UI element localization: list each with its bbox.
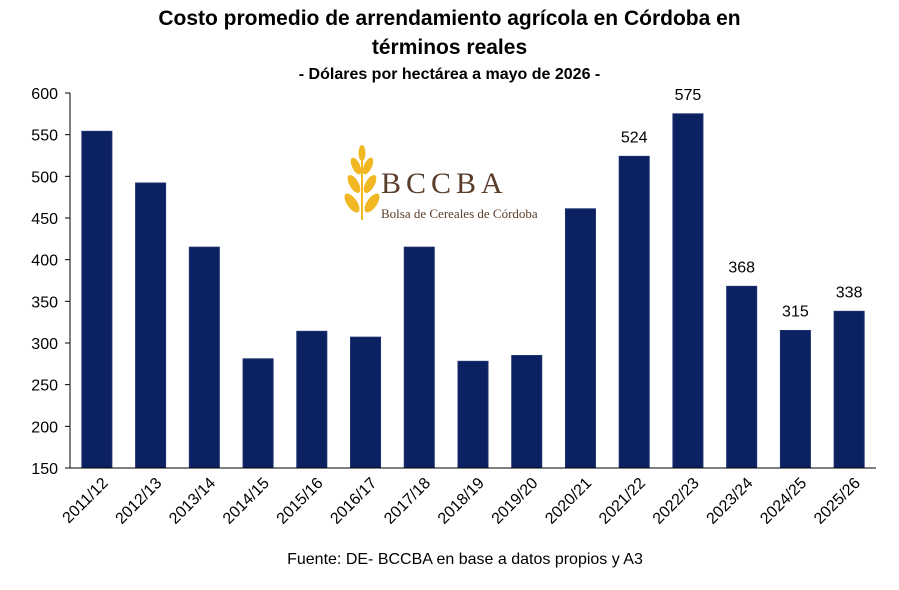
bar (618, 155, 650, 469)
bar (833, 310, 865, 469)
bar (457, 360, 489, 469)
x-tick-label: 2021/22 (596, 475, 649, 528)
x-tick-label: 2024/25 (757, 475, 810, 528)
y-tick-label: 400 (31, 253, 58, 270)
y-tick-label: 350 (31, 294, 58, 311)
bar (403, 246, 435, 469)
logo-subtitle: Bolsa de Cereales de Córdoba (381, 206, 538, 221)
chart-subtitle: - Dólares por hectárea a mayo de 2026 - (298, 66, 601, 83)
x-tick-label: 2022/23 (650, 475, 703, 528)
bar (81, 130, 113, 469)
x-tick-label: 2012/13 (113, 475, 166, 528)
chart-title-line1: Costo promedio de arrendamiento agrícola… (158, 7, 741, 30)
y-tick-label: 500 (31, 169, 58, 186)
y-tick-label: 150 (31, 461, 58, 478)
bar (564, 208, 596, 469)
bar-data-label: 338 (836, 284, 863, 301)
y-tick-label: 450 (31, 211, 58, 228)
bar (779, 330, 811, 469)
x-tick-label: 2014/15 (220, 475, 273, 528)
x-tick-label: 2019/20 (489, 475, 542, 528)
bar (296, 330, 328, 469)
bar (242, 358, 274, 469)
x-tick-label: 2013/14 (166, 475, 219, 528)
bar-data-label: 315 (782, 304, 809, 321)
x-axis: 2011/12 2012/13 2013/14 2014/15 2015/16 2016/… (60, 467, 876, 528)
bar-data-label: 575 (675, 87, 702, 104)
x-tick-label: 2020/21 (542, 475, 595, 528)
y-tick-label: 200 (31, 419, 58, 436)
bar (511, 355, 543, 469)
bar (350, 336, 382, 469)
bar (726, 285, 758, 469)
bar (672, 113, 704, 469)
chart-title-line2: términos reales (371, 36, 528, 59)
y-tick-label: 250 (31, 378, 58, 395)
y-axis: 150 200 250 300 350 400 450 500 550 600 (31, 86, 71, 478)
wheat-icon (344, 145, 380, 220)
x-tick-label: 2018/19 (435, 475, 488, 528)
bars: 524 575 368 315 338 (81, 87, 865, 469)
y-tick-label: 550 (31, 128, 58, 145)
bar-data-label: 524 (621, 129, 648, 146)
bar-data-label: 368 (728, 259, 755, 276)
bar (188, 246, 220, 469)
bccba-logo: BCCBA Bolsa de Cereales de Córdoba (344, 145, 538, 221)
x-tick-label: 2016/17 (327, 475, 380, 528)
y-tick-label: 600 (31, 86, 58, 103)
y-tick-label: 300 (31, 336, 58, 353)
x-tick-label: 2017/18 (381, 475, 434, 528)
x-tick-label: 2015/16 (274, 475, 327, 528)
bar (135, 182, 167, 469)
x-tick-label: 2023/24 (704, 475, 757, 528)
x-tick-label: 2011/12 (60, 475, 112, 527)
chart-source: Fuente: DE- BCCBA en base a datos propio… (287, 551, 643, 568)
logo-name: BCCBA (381, 167, 508, 200)
x-tick-label: 2025/26 (811, 475, 864, 528)
